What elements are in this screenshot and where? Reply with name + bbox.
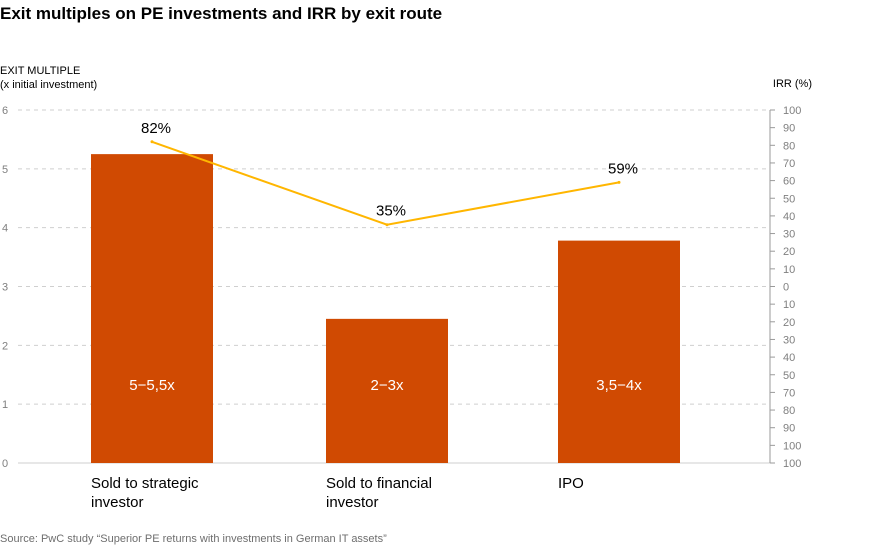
bar-value-label: 3,5−4x <box>596 377 642 394</box>
y-tick-label: 5 <box>2 164 8 176</box>
y-tick-label: 2 <box>2 340 8 352</box>
y2-tick-label: 100 <box>783 440 801 452</box>
bar <box>91 154 213 463</box>
source-note: Source: PwC study “Superior PE returns w… <box>0 533 387 545</box>
y2-tick-label: 10 <box>783 299 795 311</box>
y2-tick-label: 20 <box>783 317 795 329</box>
y2-tick-label: 50 <box>783 193 795 205</box>
bar <box>326 318 448 463</box>
y2-tick-label: 100 <box>783 105 801 117</box>
y2-axis-label: IRR (%) <box>772 78 812 90</box>
chart-title: Exit multiples on PE investments and IRR… <box>0 4 443 23</box>
y2-tick-label: 30 <box>783 334 795 346</box>
y2-tick-label: 40 <box>783 211 795 223</box>
y2-tick-label: 60 <box>783 176 795 188</box>
category-label-line: IPO <box>558 475 584 492</box>
bar-value-label: 5−5,5x <box>129 377 175 394</box>
y2-tick-label: 50 <box>783 370 795 382</box>
y2-tick-label: 70 <box>783 387 795 399</box>
category-label-strategic: Sold to strategic investor <box>91 474 199 512</box>
y2-tick-label: 30 <box>783 229 795 241</box>
y2-tick-label: 100 <box>783 458 801 470</box>
y2-tick-label: 90 <box>783 423 795 435</box>
category-label-line: Sold to strategic <box>91 475 199 492</box>
y2-tick-label: 80 <box>783 140 795 152</box>
y2-tick-label: 90 <box>783 123 795 135</box>
irr-point <box>385 223 389 227</box>
y-tick-label: 3 <box>2 282 8 294</box>
y2-tick-label: 20 <box>783 246 795 258</box>
category-label-ipo: IPO <box>558 474 584 493</box>
y-tick-label: 4 <box>2 223 8 235</box>
irr-data-label: 59% <box>608 160 638 177</box>
y2-tick-label: 70 <box>783 158 795 170</box>
y-axis-label-line1: EXIT MULTIPLE <box>0 65 81 77</box>
irr-data-label: 82% <box>141 120 171 137</box>
y-axis-label-line2: (x initial investment) <box>0 79 98 91</box>
irr-point <box>617 180 621 184</box>
category-label-financial: Sold to financial investor <box>326 474 432 512</box>
category-label-line: investor <box>326 494 379 511</box>
y-tick-label: 0 <box>2 458 8 470</box>
category-label-line: investor <box>91 494 144 511</box>
irr-data-label: 35% <box>376 203 406 220</box>
bar-value-label: 2−3x <box>371 377 404 394</box>
y2-tick-label: 10 <box>783 264 795 276</box>
y-tick-label: 6 <box>2 105 8 117</box>
y2-tick-label: 40 <box>783 352 795 364</box>
irr-point <box>150 140 154 144</box>
y-axis-label: EXIT MULTIPLE (x initial investment) <box>0 64 97 92</box>
y-tick-label: 1 <box>2 399 8 411</box>
y2-tick-label: 80 <box>783 405 795 417</box>
category-label-line: Sold to financial <box>326 475 432 492</box>
y2-tick-label: 0 <box>783 282 789 294</box>
bar <box>558 240 680 463</box>
